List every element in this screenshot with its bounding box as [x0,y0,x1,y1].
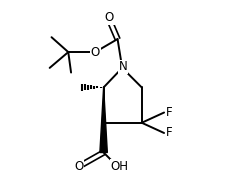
Text: F: F [166,126,172,140]
Text: OH: OH [111,160,129,173]
Text: F: F [166,106,172,119]
Text: O: O [74,160,84,173]
Text: O: O [90,46,100,59]
Text: O: O [104,11,114,24]
Text: N: N [119,60,128,73]
Polygon shape [100,87,107,153]
